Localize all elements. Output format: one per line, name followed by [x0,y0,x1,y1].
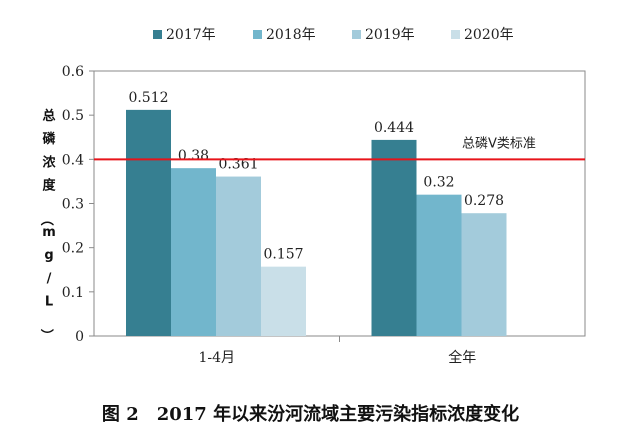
legend-entry: 2019年 [365,27,415,43]
data-label: 0.38 [178,148,209,164]
bar-2019年-全年 [461,213,507,336]
bar-2018年-1-4月 [171,168,216,336]
data-label: 0.278 [464,193,504,209]
data-label: 0.512 [128,90,168,106]
bar-2018年-全年 [416,194,462,336]
y-tick-label: 0 [75,329,84,345]
bar-chart: 0 0.1 0.2 0.3 0.4 0.5 0.6 1-4月 0.512 0.38 0.361 0.1… [38,27,586,366]
x-tick-label: 全年 [448,349,476,366]
x-tick-label: 1-4月 [198,350,235,366]
legend-swatch-2020年 [451,30,460,39]
legend-entry: 2017年 [166,27,216,43]
legend-swatch-2017年 [153,30,162,39]
legend-swatch-2018年 [253,30,262,39]
legend-entry: 2018年 [266,27,316,43]
data-label: 0.361 [218,157,258,173]
data-label: 0.444 [374,120,414,136]
y-axis-label: 总磷浓度（ m g / L） [38,108,56,342]
y-tick-label: 0.1 [62,285,84,301]
bar-2020年-1-4月 [261,266,306,336]
y-tick-label: 0.2 [62,241,84,257]
y-tick-label: 0.6 [62,64,84,80]
figure-caption: 图 2 2017 年以来汾河流域主要污染指标浓度变化 [101,404,520,425]
bar-2017年-全年 [371,139,417,336]
legend-swatch-2019年 [352,30,361,39]
bar-2017年-1-4月 [126,109,171,336]
y-tick-label: 0.5 [62,108,84,124]
y-tick-label: 0.3 [62,197,84,213]
data-label: 0.32 [423,175,454,191]
legend-entry: 2020年 [464,27,514,43]
reference-line-label: 总磷Ⅴ类标准 [462,136,536,151]
y-tick-label: 0.4 [62,152,84,168]
bar-2019年-1-4月 [216,176,261,336]
data-label: 0.157 [263,247,303,263]
